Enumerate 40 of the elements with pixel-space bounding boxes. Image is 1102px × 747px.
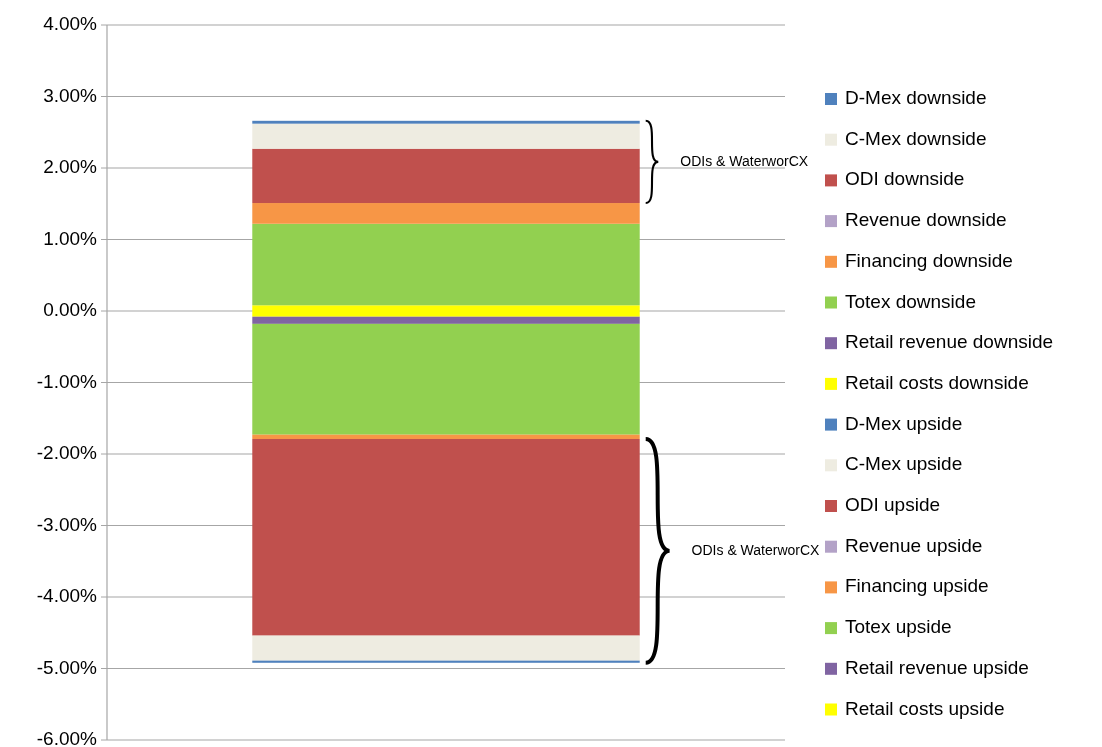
legend-label: Retail revenue upside [845, 656, 1029, 678]
legend-label: Revenue downside [845, 209, 1007, 231]
legend-label: Financing downside [845, 249, 1013, 271]
y-tick-label: -1.00% [36, 370, 98, 392]
y-tick-label: 1.00% [43, 227, 98, 249]
y-tick-label: -3.00% [36, 513, 98, 535]
y-tick-label: 3.00% [43, 84, 98, 106]
y-tick-label: -2.00% [36, 442, 98, 464]
legend-label: Retail costs upside [845, 697, 1005, 719]
bar [252, 120, 640, 124]
bar [252, 438, 640, 636]
y-tick-label: 2.00% [43, 156, 98, 178]
bar [252, 148, 640, 204]
legend-label: D-Mex upside [845, 412, 963, 434]
bar [252, 660, 640, 663]
bar [252, 203, 640, 224]
bar [252, 434, 640, 439]
y-tick-label: -5.00% [36, 656, 98, 678]
legend-label: Financing upside [845, 575, 989, 597]
legend-label: Retail revenue downside [845, 331, 1054, 353]
annotation: ODIs & WaterworCX [680, 152, 809, 169]
bar [252, 323, 640, 435]
annotation: ODIs & WaterworCX [691, 541, 821, 558]
legend-label: Revenue upside [845, 534, 983, 556]
legend-label: Totex downside [845, 290, 976, 312]
bar [252, 123, 640, 149]
legend-label: ODI upside [845, 494, 941, 516]
y-tick-label: -6.00% [36, 728, 98, 747]
legend-label: ODI downside [845, 168, 965, 190]
y-tick-label: -4.00% [36, 585, 98, 607]
y-tick-label: 0.00% [43, 299, 98, 321]
bar [252, 635, 640, 661]
legend-label: C-Mex downside [845, 127, 987, 149]
legend-label: D-Mex downside [845, 87, 987, 109]
y-tick-label: 4.00% [43, 13, 98, 35]
legend-label: C-Mex upside [845, 453, 963, 475]
bar [252, 223, 640, 306]
legend-label: Totex upside [845, 616, 952, 638]
legend-label: Retail costs downside [845, 371, 1029, 393]
bar [252, 316, 640, 324]
